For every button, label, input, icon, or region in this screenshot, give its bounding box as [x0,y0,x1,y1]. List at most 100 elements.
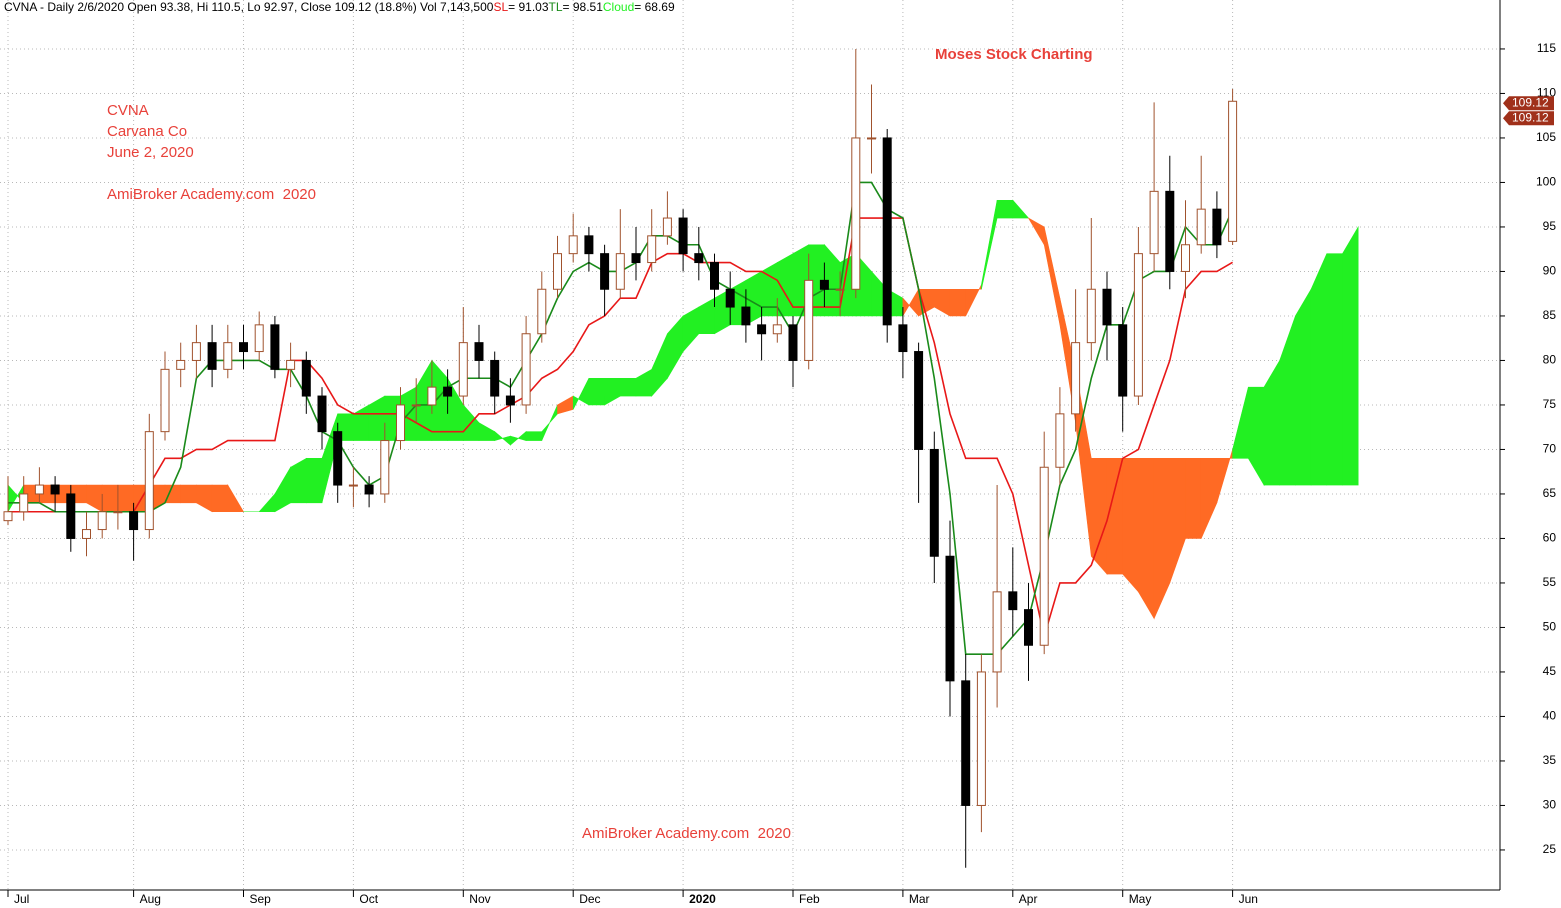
grid [0,0,1500,890]
cloud-segment [1295,288,1312,486]
candle-body [867,137,876,140]
candle-body [1196,208,1206,246]
cloud-segment [180,484,197,504]
cloud-segment [1012,199,1030,219]
candle-body [553,253,562,290]
candle-body [678,217,688,255]
candle-body [301,359,311,397]
candle-body [615,253,625,290]
y-tick-label: 70 [1543,442,1557,456]
cloud-segment [211,484,229,513]
x-tick-label: 2020 [689,892,716,906]
x-tick-label: Apr [1019,892,1038,906]
y-tick-label: 90 [1543,264,1557,278]
candle-body [568,235,578,255]
y-tick-label: 45 [1543,664,1557,678]
candle-body [647,235,657,264]
candle-body [992,591,1002,673]
cloud-segment [1342,225,1359,486]
cloud-segment [619,377,637,397]
candle-body [3,511,13,522]
cloud [7,199,1359,620]
cloud-segment [996,199,1014,219]
candle-body [1008,591,1018,611]
header-part: TL [549,0,563,14]
cloud-segment [305,458,323,504]
candle-body [505,395,515,406]
annotation: CVNA [107,102,149,119]
candles [3,48,1238,868]
candle-body [710,262,719,290]
candle-body [584,235,594,255]
candle-body [631,253,641,264]
candle-body [333,431,343,486]
y-tick-label: 85 [1543,308,1557,322]
price-tag-label: 109.12 [1512,95,1549,109]
candle-body [380,440,390,495]
y-tick-label: 110 [1537,86,1556,100]
candle-body [757,324,767,335]
annotation: AmiBroker Academy.com 2020 [582,825,791,842]
price-tag-box [1503,111,1554,126]
candle-body [1102,288,1112,326]
y-tick-label: 80 [1543,353,1557,367]
annotation: Moses Stock Charting [935,46,1093,63]
price-tag-label: 109.12 [1512,110,1549,124]
y-tick-label: 60 [1543,531,1557,545]
x-tick-label: Oct [359,892,378,906]
candle-body [474,342,484,361]
price-tag-box [1503,96,1554,111]
annotation: June 2, 2020 [107,144,194,161]
candle-body [1024,609,1033,646]
candle-body [176,359,186,370]
candle-body [1149,190,1159,255]
cloud-segment [1326,253,1343,486]
candle-body [521,333,531,406]
candle-body [600,253,610,290]
candle-body [1181,244,1190,272]
candle-body [725,288,735,308]
candle-body [694,253,704,264]
candle-body [976,671,986,806]
candle-body [898,324,908,353]
candle-body [364,484,374,495]
candle-body [34,484,44,495]
candle-body [19,493,29,513]
candle-body [819,279,829,290]
cloud-segment [949,288,967,317]
y-tick-label: 105 [1536,130,1556,144]
cloud-segment [1106,458,1123,575]
candle-body [914,351,924,450]
annotation: Carvana Co [107,123,187,140]
candle-body [1086,288,1096,344]
candle-body [1133,253,1143,397]
candle-body [129,511,139,531]
candle-body [239,342,248,353]
header: CVNA - Daily 2/6/2020 Open 93.38, Hi 110… [4,0,675,14]
x-tick-label: Jul [14,892,29,906]
candle-body [427,386,437,406]
candle-body [160,368,170,433]
candle-body [82,529,91,539]
candle-body [835,288,845,291]
x-tick-label: Feb [799,892,820,906]
candle-body [286,359,296,370]
candle-body [804,279,814,361]
candle-body [223,342,233,370]
x-tick-label: Jun [1239,892,1258,906]
header-part: Cloud [603,0,634,14]
candle-body [788,324,798,361]
cloud-segment [164,484,181,504]
y-tick-label: 40 [1543,709,1557,723]
x-tick-label: Mar [909,892,930,906]
candle-body [144,431,154,531]
x-tick-label: Dec [579,892,600,906]
x-tick-label: May [1129,892,1152,906]
candle-body [741,306,751,326]
candle-body [443,386,453,397]
y-tick-label: 100 [1536,175,1556,189]
candle-body [1055,413,1065,468]
candle-body [490,359,500,397]
candle-body [1165,190,1175,272]
